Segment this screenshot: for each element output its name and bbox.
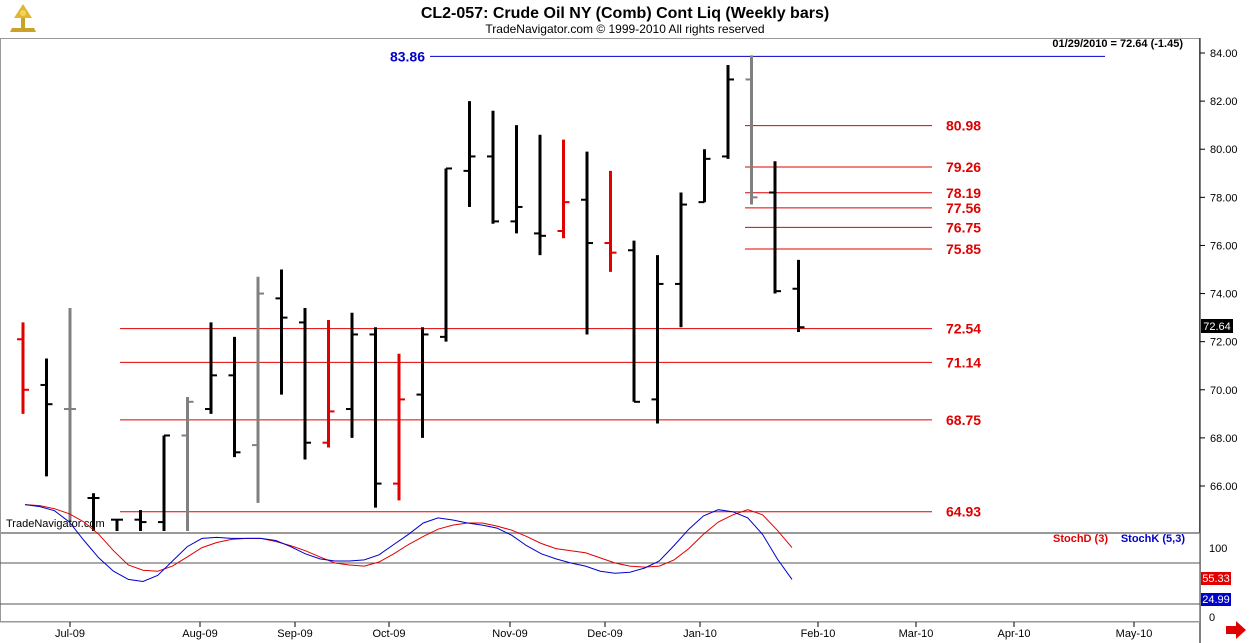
time-tick-label: Oct-09 [372, 628, 405, 640]
price-tick-label: 74.00 [1210, 289, 1238, 301]
ohlc-bar [675, 192, 687, 328]
ohlc-bar [581, 151, 593, 335]
price-tick-label: 82.00 [1210, 96, 1238, 108]
ohlc-bar [17, 322, 29, 414]
level-label: 64.93 [946, 504, 981, 520]
stochastic-lines [24, 504, 793, 583]
stoch-k-last-label: 24.99 [1202, 594, 1230, 606]
price-tick-label: 78.00 [1210, 192, 1238, 204]
ohlc-bar [698, 149, 711, 204]
ohlc-bar [440, 167, 452, 342]
price-tick-label: 80.00 [1210, 144, 1238, 156]
ohlc-bar [369, 327, 382, 508]
ohlc-bar [604, 170, 617, 272]
level-label: 75.85 [946, 241, 981, 257]
ohlc-bar [487, 110, 499, 224]
high-label: 83.86 [390, 48, 425, 64]
level-label: 77.56 [946, 200, 981, 216]
ohlc-bar [463, 101, 476, 207]
price-panel [0, 38, 1200, 533]
stoch-d-last-label: 55.33 [1202, 573, 1230, 585]
scroll-right-arrow-icon[interactable] [1226, 621, 1246, 639]
stoch-d-line [24, 504, 793, 572]
level-label: 72.54 [946, 321, 981, 337]
stoch-tick-100: 100 [1209, 543, 1227, 555]
ohlc-bar [346, 312, 358, 438]
time-tick-label: Dec-09 [587, 628, 622, 640]
ohlc-bar [792, 259, 805, 333]
last-price-marker: 72.64 [1201, 319, 1233, 333]
chart-title: CL2-057: Crude Oil NY (Comb) Cont Liq (W… [421, 5, 829, 22]
ohlc-bar [745, 55, 758, 205]
price-tick-label: 66.00 [1210, 481, 1238, 493]
ohlc-bar [158, 434, 170, 531]
level-label: 68.75 [946, 412, 981, 428]
time-tick-label: Jan-10 [683, 628, 717, 640]
price-readout: 01/29/2010 = 72.64 (-1.45) [1052, 38, 1183, 50]
ohlc-bar [557, 139, 570, 239]
level-label: 71.14 [946, 354, 981, 370]
legend-stochd: StochD (3) [1053, 533, 1108, 545]
ohlc-bar [722, 65, 734, 159]
time-tick-label: May-10 [1116, 628, 1153, 640]
stoch-k-marker: 24.99 [1201, 593, 1231, 606]
watermark: TradeNavigator.com [6, 518, 105, 530]
price-axis: 84.00 82.00 80.00 78.00 76.00 74.00 72.00 70.00… [1200, 48, 1238, 493]
ohlc-bar [111, 518, 123, 531]
stoch-d-marker: 55.33 [1201, 572, 1231, 585]
ohlc-bar [275, 269, 288, 395]
time-axis: Jul-09 Aug-09 Sep-09 Oct-09 Nov-09 Dec-09 Jan-… [55, 622, 1152, 640]
price-bars [17, 55, 805, 531]
time-tick-label: Feb-10 [801, 628, 836, 640]
ohlc-bar [534, 134, 546, 256]
time-tick-label: Apr-10 [997, 628, 1030, 640]
ohlc-bar [322, 320, 335, 448]
price-tick-label: 84.00 [1210, 48, 1238, 60]
ohlc-bar [205, 322, 217, 414]
price-tick-label: 76.00 [1210, 240, 1238, 252]
time-tick-label: Sep-09 [277, 628, 312, 640]
ohlc-bar [134, 510, 147, 531]
level-label: 78.19 [946, 185, 981, 201]
time-tick-label: Nov-09 [492, 628, 527, 640]
time-tick-label: Mar-10 [899, 628, 934, 640]
price-tick-label: 68.00 [1210, 433, 1238, 445]
level-label: 76.75 [946, 219, 981, 235]
ohlc-bar [769, 161, 781, 294]
ohlc-bar [651, 255, 664, 424]
last-price-label: 72.64 [1203, 321, 1231, 333]
ohlc-bar [87, 493, 100, 531]
chart-subtitle: TradeNavigator.com © 1999-2010 All right… [485, 22, 764, 36]
time-tick-label: Aug-09 [182, 628, 217, 640]
price-tick-label: 72.00 [1210, 337, 1238, 349]
price-tick-label: 70.00 [1210, 385, 1238, 397]
time-tick-label: Jul-09 [55, 628, 85, 640]
ohlc-bar [64, 307, 76, 523]
ohlc-bar [510, 125, 523, 234]
ohlc-bar [416, 327, 429, 438]
stoch-tick-0: 0 [1209, 612, 1215, 624]
ohlc-bar [181, 396, 194, 531]
logo-icon [10, 4, 36, 32]
level-label: 79.26 [946, 159, 981, 175]
ohlc-bar [228, 336, 241, 458]
ohlc-bar [299, 307, 311, 460]
level-label: 80.98 [946, 118, 981, 134]
legend-stochk: StochK (5,3) [1121, 533, 1186, 545]
ohlc-bar [393, 353, 405, 501]
ohlc-bar [40, 358, 53, 477]
ohlc-bar [628, 240, 640, 403]
stoch-k-line [24, 504, 793, 583]
ohlc-bar [252, 276, 264, 503]
stochastic-panel [0, 533, 1200, 622]
